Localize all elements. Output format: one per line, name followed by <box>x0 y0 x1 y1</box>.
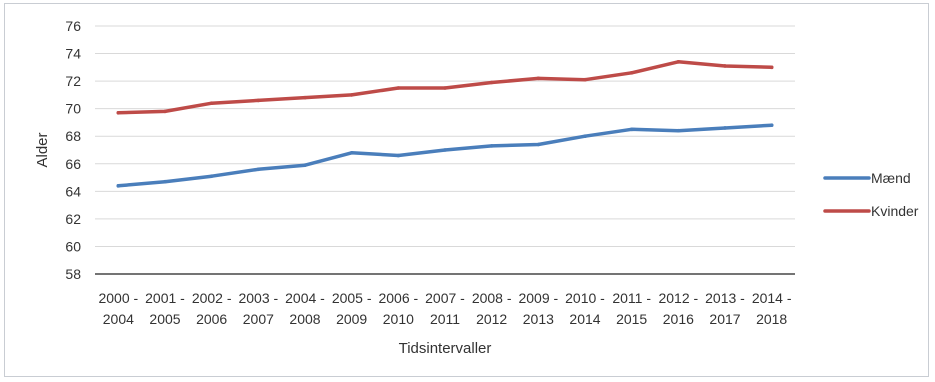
x-tick-label-end: 2008 <box>289 311 320 327</box>
x-tick-label-end: 2017 <box>709 311 740 327</box>
y-axis-title: Alder <box>34 132 51 167</box>
y-tick-label: 66 <box>65 156 81 172</box>
x-tick-label-end: 2011 <box>430 311 460 327</box>
x-tick-label-start: 2003 - <box>238 290 278 306</box>
y-tick-label: 76 <box>65 18 81 34</box>
data-point <box>303 95 307 100</box>
data-point <box>163 179 167 184</box>
x-tick-label-end: 2013 <box>523 311 554 327</box>
x-tick-label-start: 2007 - <box>425 290 465 306</box>
x-tick-label-end: 2010 <box>383 311 414 327</box>
x-tick-label-end: 2012 <box>476 311 507 327</box>
x-tick-label-end: 2005 <box>149 311 180 327</box>
x-tick-label-end: 2007 <box>243 311 274 327</box>
x-axis-title: Tidsintervaller <box>399 340 492 357</box>
x-tick-label-end: 2014 <box>569 311 600 327</box>
y-tick-label: 72 <box>65 73 81 89</box>
series-line <box>116 123 774 188</box>
y-tick-label: 60 <box>65 238 81 254</box>
x-tick-label-start: 2014 - <box>752 290 792 306</box>
x-tick-label-start: 2008 - <box>472 290 512 306</box>
x-tick-label-start: 2006 - <box>378 290 418 306</box>
y-tick-labels: 58 60 62 64 66 68 70 72 74 76 <box>65 18 81 282</box>
data-point <box>209 174 214 178</box>
data-point <box>209 101 214 105</box>
data-point <box>583 77 587 82</box>
x-tick-label-end: 2018 <box>756 311 787 327</box>
data-point <box>396 153 401 158</box>
y-tick-label: 68 <box>65 128 81 144</box>
data-point <box>489 80 494 85</box>
y-tick-label: 70 <box>65 101 81 117</box>
data-point <box>536 142 541 147</box>
x-tick-label-end: 2009 <box>336 311 367 327</box>
legend-label: Kvinder <box>871 203 919 219</box>
data-point <box>536 76 541 81</box>
data-point <box>303 163 307 167</box>
y-tick-label: 62 <box>65 211 81 227</box>
legend-label: Mænd <box>871 170 911 186</box>
data-point <box>489 144 494 148</box>
data-point <box>443 148 447 152</box>
data-point <box>583 134 587 139</box>
data-point <box>676 60 681 64</box>
data-point <box>256 167 261 172</box>
x-tick-label-end: 2016 <box>663 311 694 327</box>
x-tick-label-start: 2000 - <box>98 290 138 306</box>
x-tick-label-end: 2004 <box>103 311 134 327</box>
gridlines <box>95 25 795 275</box>
data-point <box>629 71 634 75</box>
x-tick-label-end: 2006 <box>196 311 227 327</box>
x-tick-label-start: 2005 - <box>332 290 372 306</box>
series-lines <box>116 60 774 188</box>
x-tick-label-start: 2011 - <box>612 290 651 306</box>
data-point <box>723 64 727 68</box>
x-tick-labels: 2000 - 2004 2001 - 2005 2002 - 2006 2003 - 2007… <box>98 290 791 327</box>
x-tick-label-start: 2009 - <box>518 290 558 306</box>
data-point <box>163 109 167 114</box>
y-tick-label: 58 <box>65 266 81 282</box>
data-point <box>723 126 727 130</box>
x-tick-label-start: 2013 - <box>705 290 745 306</box>
x-tick-label-start: 2004 - <box>285 290 325 306</box>
chart-frame: 58 60 62 64 66 68 70 72 74 76 2000 -2004 2001 -200… <box>4 3 929 377</box>
data-point <box>349 93 354 97</box>
y-tick-label: 64 <box>65 183 81 199</box>
legend: Mænd Kvinder <box>823 170 919 219</box>
x-tick-label-start: 2001 - <box>145 290 185 306</box>
data-point <box>629 127 634 132</box>
data-point <box>769 65 774 70</box>
x-tick-label-end: 2015 <box>616 311 647 327</box>
data-point <box>443 86 447 90</box>
data-point <box>349 150 354 155</box>
x-tick-label-start: 2010 - <box>565 290 605 306</box>
x-tick-label-start: 2012 - <box>658 290 698 306</box>
data-point <box>676 128 681 133</box>
y-tick-label: 74 <box>65 46 81 62</box>
data-point <box>769 123 774 127</box>
data-point <box>116 111 121 115</box>
data-point <box>256 98 261 103</box>
data-point <box>116 184 121 188</box>
x-tick-label-start: 2002 - <box>192 290 232 306</box>
data-point <box>396 86 401 90</box>
